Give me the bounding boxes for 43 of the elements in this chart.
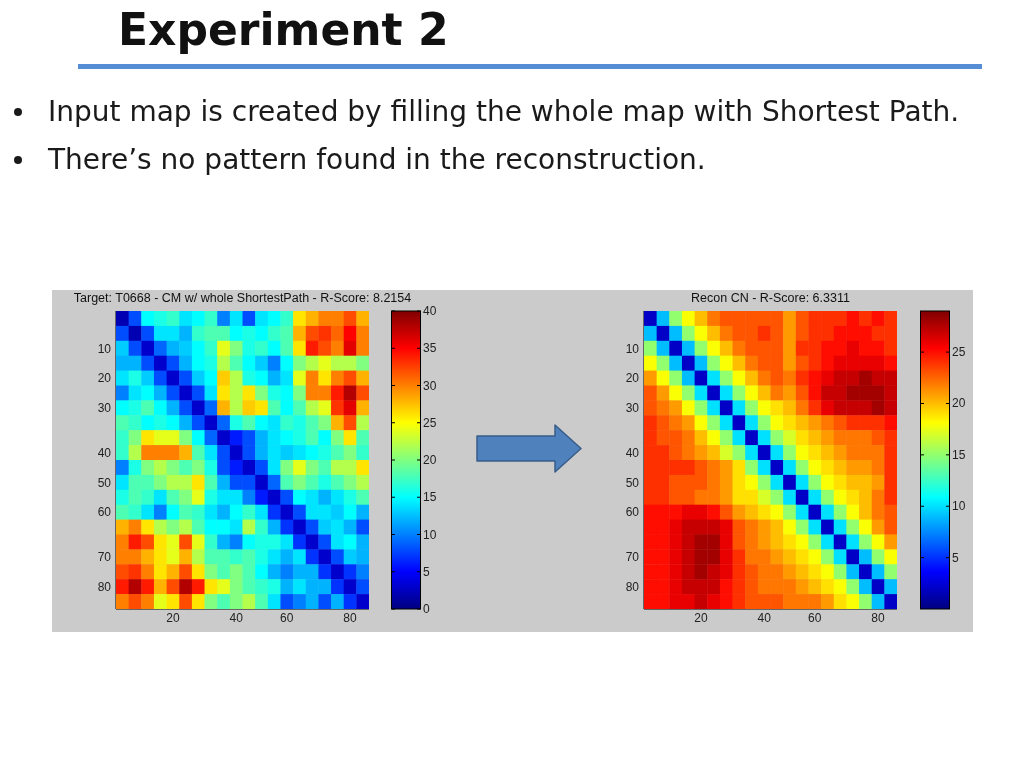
color-bar-label: 25: [423, 415, 437, 430]
y-tick-label: 60: [625, 505, 640, 520]
x-tick-label: 40: [757, 610, 772, 625]
color-bar-label: 0: [423, 602, 430, 616]
color-bar-label: 30: [423, 378, 437, 393]
y-tick-label: 30: [97, 401, 112, 416]
y-tick-label: 60: [97, 505, 112, 520]
y-tick-label: 50: [625, 475, 640, 490]
y-tick-label: 50: [97, 475, 112, 490]
text: Experiment 2: [118, 4, 449, 55]
x-tick-label: 60: [280, 610, 294, 625]
color-bar-label: 10: [423, 527, 437, 542]
text: There’s no pattern found in the reconstruction.: [48, 143, 706, 176]
x-tick-label: 60: [808, 610, 822, 625]
y-tick-label: 20: [625, 371, 640, 386]
y-tick-label: 30: [625, 401, 640, 416]
y-tick-label: 10: [625, 341, 640, 356]
text: Input map is created by filling the whole map with Shortest Path.: [48, 95, 960, 128]
x-tick-label: 80: [343, 610, 358, 625]
y-tick-label: 40: [625, 445, 640, 460]
y-tick-label: 40: [97, 445, 112, 460]
color-bar-label: 5: [952, 550, 959, 565]
color-bar-label: 35: [423, 341, 437, 356]
color-bar-label: 40: [423, 304, 437, 318]
chart-title: Target: T0668 - CM w/ whole ShortestPath - R-Score: 8.2154: [73, 291, 412, 305]
y-tick-label: 80: [625, 579, 640, 594]
color-bar-label: 15: [952, 447, 966, 462]
color-bar-label: 10: [952, 499, 966, 514]
y-tick-label: 80: [97, 579, 112, 594]
y-tick-label: 70: [625, 550, 640, 565]
y-tick-label: 70: [97, 550, 112, 565]
x-tick-label: 80: [871, 610, 886, 625]
color-bar-label: 15: [423, 490, 437, 505]
y-tick-label: 10: [97, 341, 112, 356]
color-bar-label: 20: [423, 453, 437, 467]
x-tick-label: 20: [166, 610, 180, 625]
color-bar-label: 25: [952, 345, 966, 360]
chart-title: Recon CN - R-Score: 6.3311: [691, 291, 850, 305]
color-bar-label: 20: [952, 396, 966, 411]
x-tick-label: 40: [229, 610, 244, 625]
y-tick-label: 20: [97, 371, 112, 386]
color-bar-label: 5: [423, 564, 430, 579]
x-tick-label: 20: [694, 610, 708, 625]
